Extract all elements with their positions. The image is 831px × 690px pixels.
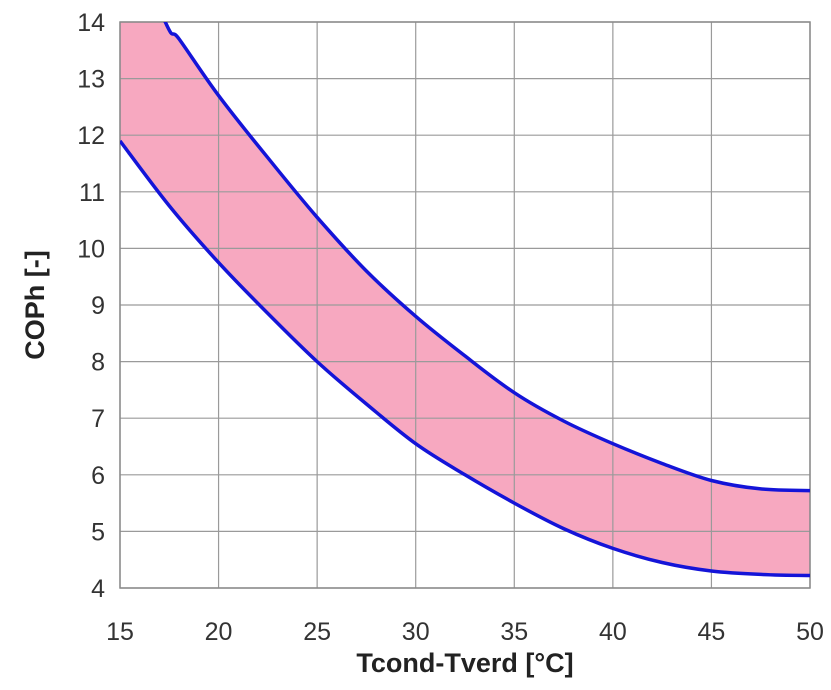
y-tick-label-3: 7 xyxy=(91,405,105,433)
x-tick-label-6: 45 xyxy=(698,618,726,646)
x-tick-label-0: 15 xyxy=(106,618,134,646)
upper-boundary-line xyxy=(163,22,810,493)
x-axis-title: Tcond-Tverd [°C] xyxy=(356,648,573,678)
cop-band-area xyxy=(120,22,810,576)
y-tick-label-6: 10 xyxy=(77,235,105,263)
y-tick-label-0: 4 xyxy=(91,575,105,603)
y-tick-label-5: 9 xyxy=(91,292,105,320)
y-tick-label-2: 6 xyxy=(91,462,105,490)
y-axis-title: COPh [-] xyxy=(20,250,50,359)
x-tick-label-7: 50 xyxy=(796,618,824,646)
y-tick-label-1: 5 xyxy=(91,518,105,546)
x-tick-labels: 15 20 25 30 35 40 45 50 xyxy=(106,618,824,646)
y-tick-label-10: 14 xyxy=(77,9,105,37)
x-tick-label-5: 40 xyxy=(599,618,627,646)
y-tick-label-7: 11 xyxy=(79,179,105,207)
x-tick-label-1: 20 xyxy=(205,618,233,646)
y-tick-label-8: 12 xyxy=(77,122,105,150)
x-tick-label-2: 25 xyxy=(303,618,331,646)
x-tick-label-4: 35 xyxy=(500,618,528,646)
y-tick-label-9: 13 xyxy=(77,66,105,94)
lower-boundary-line xyxy=(120,139,810,578)
y-tick-label-4: 8 xyxy=(91,349,105,377)
series-lines xyxy=(120,22,810,578)
y-tick-labels: 4 5 6 7 8 9 10 11 12 13 14 xyxy=(77,9,105,603)
plot-border xyxy=(119,21,811,589)
x-tick-label-3: 30 xyxy=(402,618,430,646)
